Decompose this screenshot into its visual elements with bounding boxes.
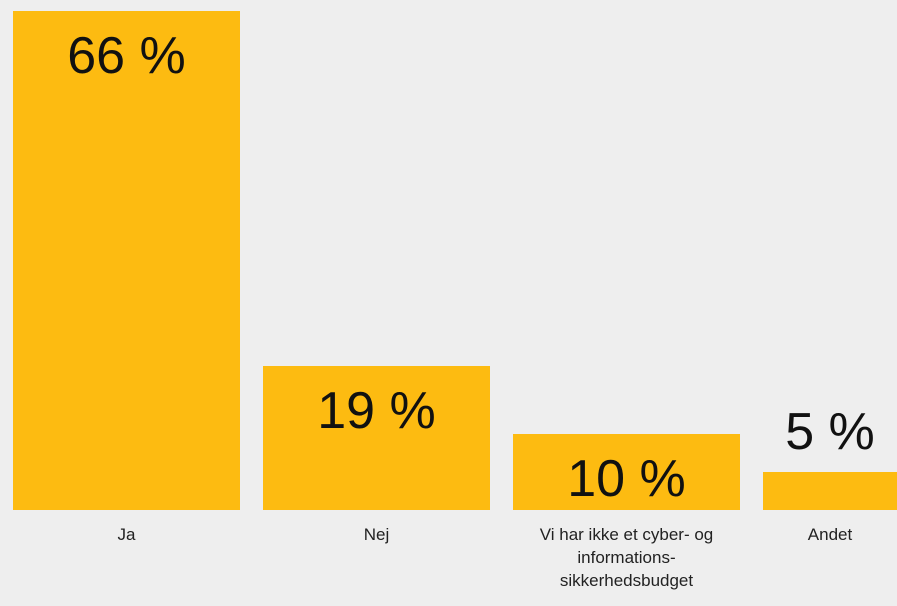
value-label: 66 % [67, 27, 186, 85]
value-label: 5 % [785, 403, 875, 462]
category-label: Andet [807, 525, 853, 544]
category-label: Vi har ikke et cyber- og informations- s… [539, 525, 714, 590]
category-label: Nej [363, 525, 390, 544]
value-label: 19 % [317, 382, 436, 441]
bar [13, 11, 240, 510]
category-label: Ja [117, 525, 136, 544]
bar [763, 472, 897, 510]
bar [513, 434, 740, 510]
value-label: 10 % [567, 450, 686, 509]
bar [263, 366, 490, 510]
